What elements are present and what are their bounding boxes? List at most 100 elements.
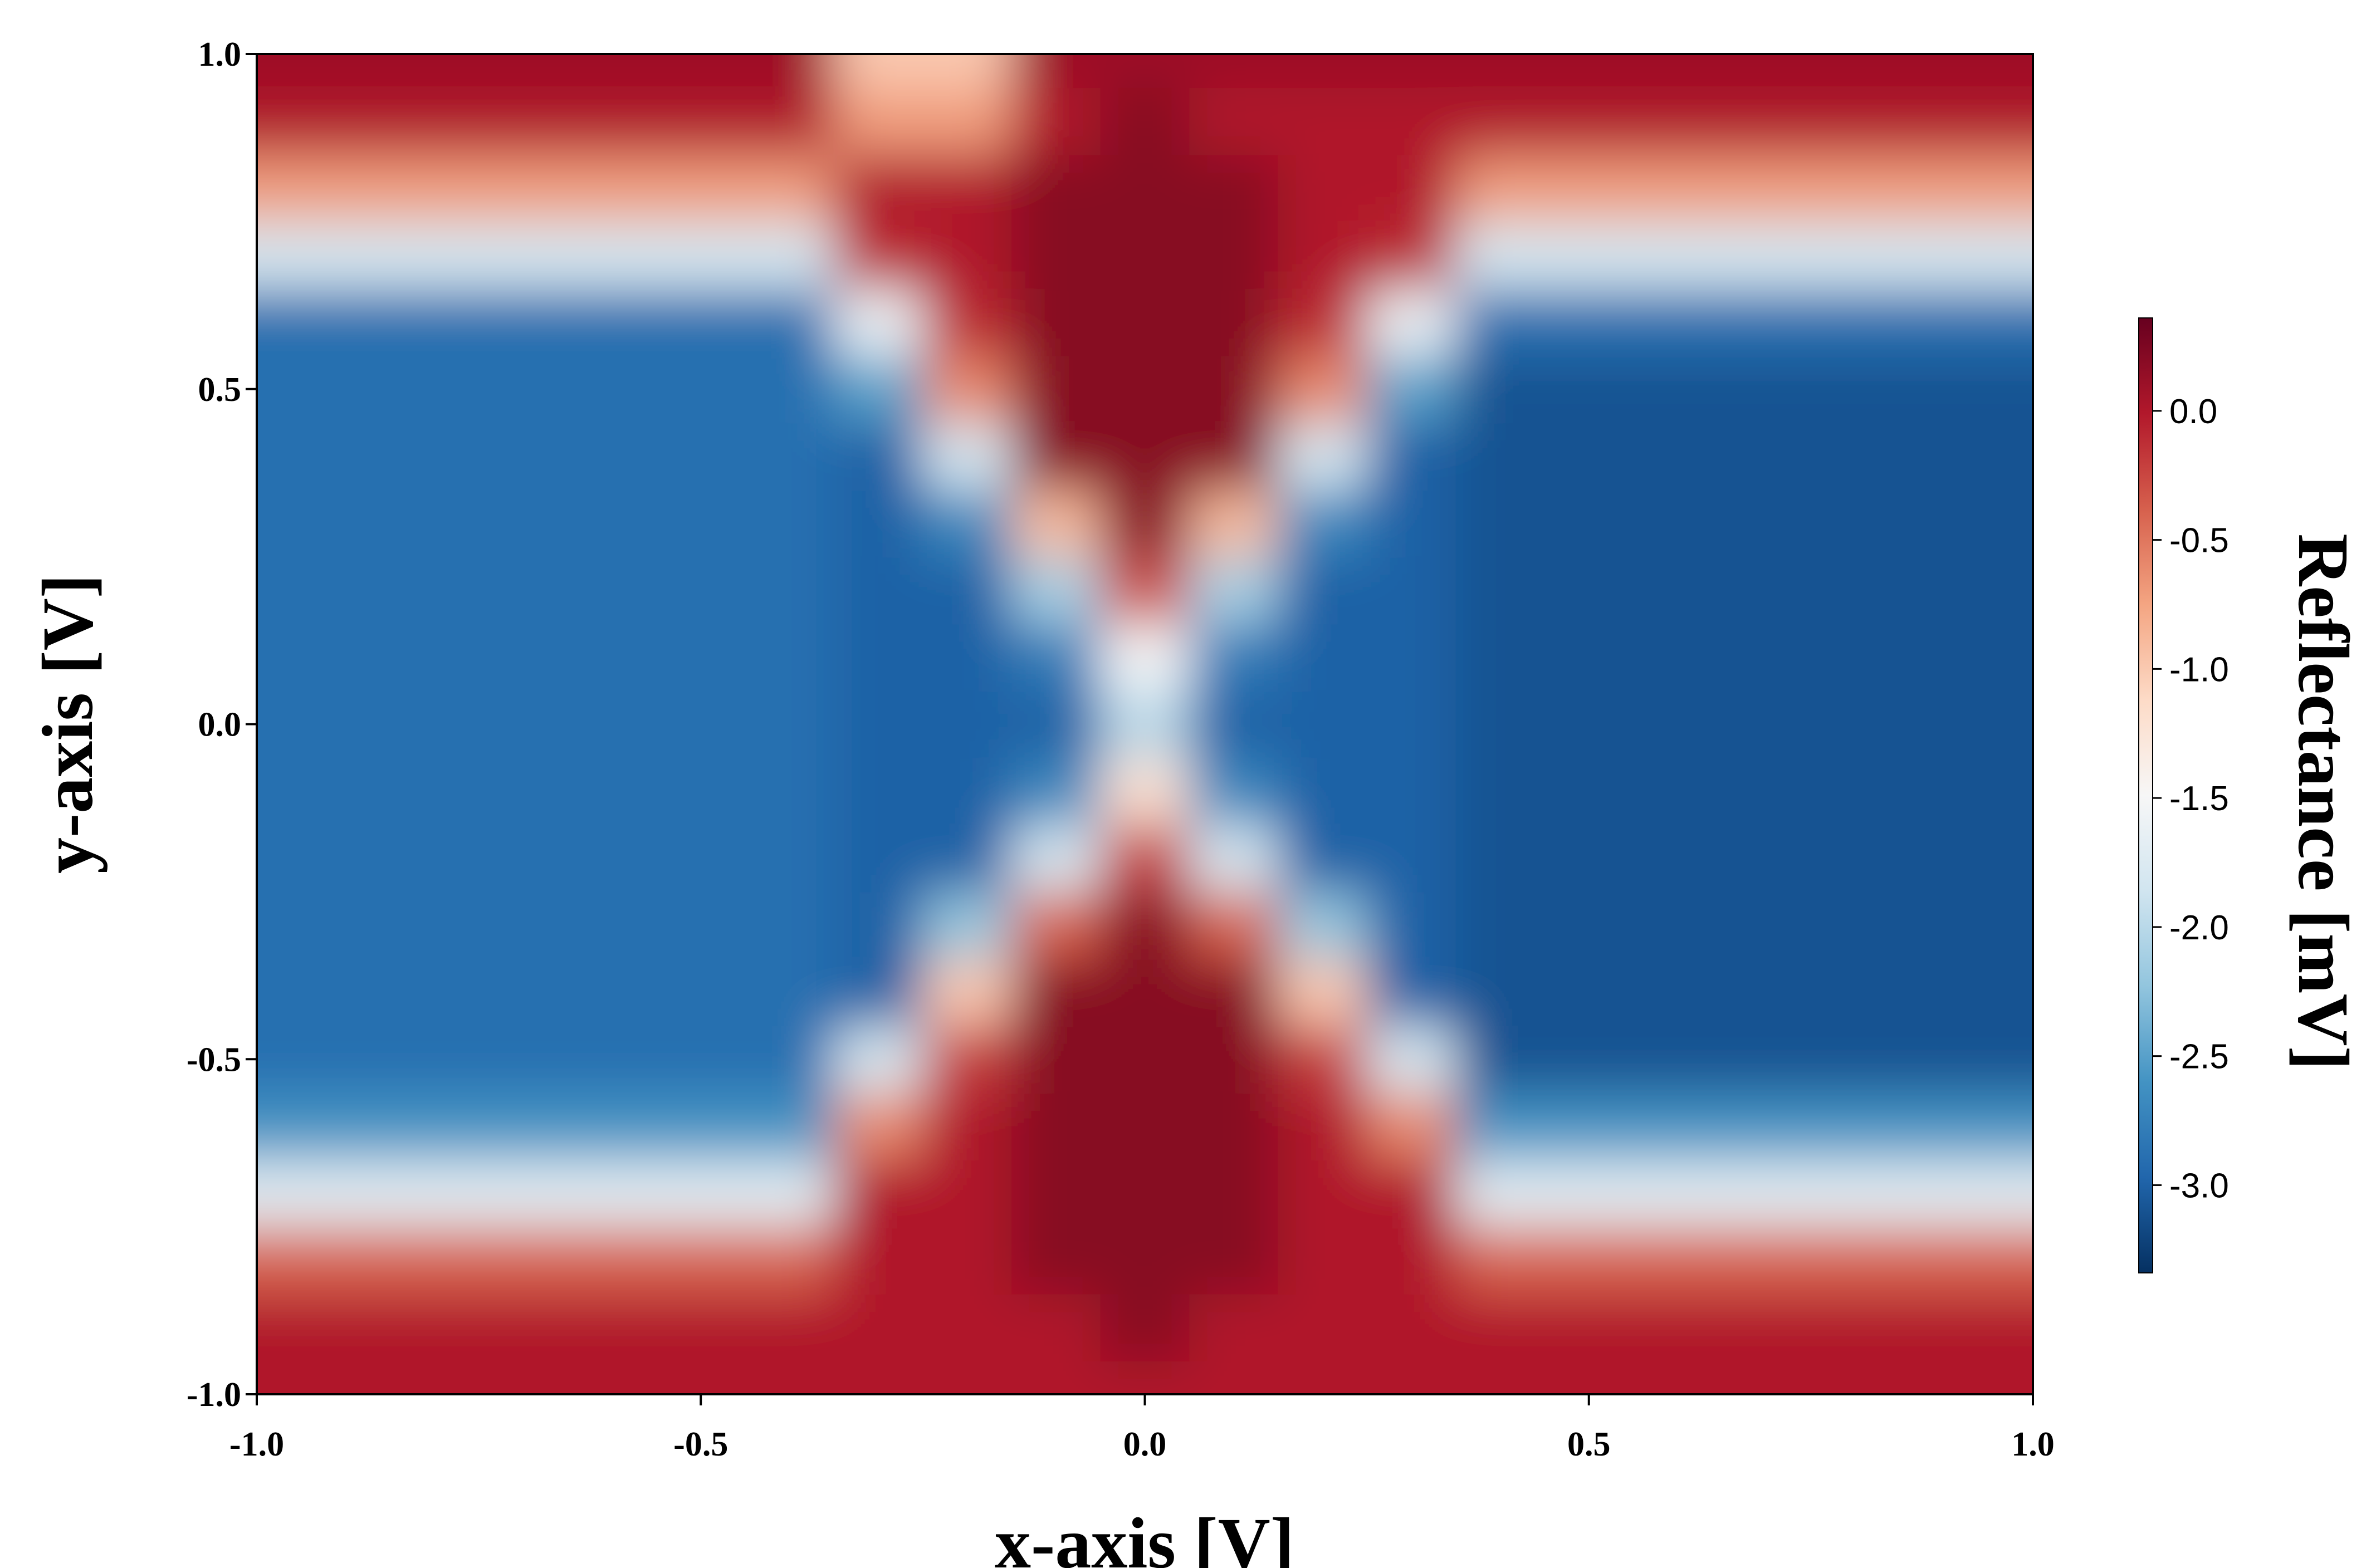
- heatmap-cell: [1811, 355, 1900, 423]
- heatmap-cell: [1811, 623, 1900, 692]
- heatmap-cell: [922, 221, 1013, 290]
- heatmap-cell: [1633, 288, 1723, 356]
- heatmap-cell: [745, 154, 835, 222]
- heatmap-cell: [745, 623, 835, 692]
- heatmap-cell: [1544, 288, 1634, 356]
- heatmap-cell: [568, 1026, 657, 1094]
- heatmap-cell: [656, 891, 746, 959]
- heatmap-cell: [1544, 54, 1634, 89]
- heatmap-cell: [257, 757, 302, 826]
- heatmap-cell: [390, 958, 480, 1027]
- heatmap-cell: [301, 1026, 391, 1094]
- heatmap-cell: [1544, 825, 1634, 893]
- heatmap-cell: [922, 288, 1013, 356]
- heatmap-cell: [1722, 1026, 1812, 1094]
- heatmap-cell: [922, 825, 1013, 893]
- heatmap-cell: [301, 757, 391, 826]
- heatmap-cell: [257, 154, 302, 222]
- heatmap-cell: [1988, 355, 2033, 423]
- heatmap-cell: [1544, 1026, 1634, 1094]
- heatmap-cell: [1189, 1159, 1279, 1228]
- heatmap-cell: [922, 1026, 1013, 1094]
- heatmap-cell: [390, 825, 480, 893]
- heatmap-cell: [1899, 489, 1989, 557]
- heatmap-cell: [568, 288, 657, 356]
- heatmap-cell: [1899, 690, 1989, 758]
- heatmap-cell: [1811, 422, 1900, 491]
- heatmap-cell: [1544, 355, 1634, 423]
- heatmap-cell: [1100, 1026, 1190, 1094]
- heatmap-cell: [1899, 825, 1989, 893]
- heatmap-cell: [478, 1293, 569, 1361]
- heatmap-cell: [568, 757, 657, 826]
- heatmap-cell: [1633, 1360, 1723, 1394]
- heatmap-cell: [257, 1227, 302, 1295]
- heatmap-cell: [1011, 154, 1101, 222]
- heatmap-cell: [1100, 556, 1190, 624]
- heatmap-cell: [1367, 1159, 1456, 1228]
- heatmap-cell: [656, 690, 746, 758]
- heatmap-cell: [1278, 1227, 1368, 1295]
- heatmap-cell: [1633, 87, 1723, 155]
- heatmap-cell: [1544, 87, 1634, 155]
- heatmap-cell: [656, 1159, 746, 1228]
- heatmap-cell: [257, 1360, 302, 1394]
- heatmap-cell: [301, 1227, 391, 1295]
- heatmap-cell: [257, 825, 302, 893]
- heatmap-cell: [1367, 1026, 1456, 1094]
- heatmap-cell: [1455, 958, 1546, 1027]
- heatmap-cell: [1811, 757, 1900, 826]
- x-tick-label: -1.0: [229, 1425, 284, 1463]
- heatmap-cell: [301, 54, 391, 89]
- heatmap-cell: [1811, 54, 1900, 89]
- heatmap-cell: [1189, 1026, 1279, 1094]
- heatmap-cell: [1011, 54, 1101, 89]
- heatmap-cell: [1722, 1227, 1812, 1295]
- heatmap-cell: [656, 1293, 746, 1361]
- heatmap-cell: [1278, 757, 1368, 826]
- heatmap-cell: [1189, 288, 1279, 356]
- heatmap-cell: [1633, 54, 1723, 89]
- heatmap-cell: [1100, 221, 1190, 290]
- heatmap-cell: [1189, 87, 1279, 155]
- heatmap-cell: [1367, 154, 1456, 222]
- heatmap-cell: [1988, 288, 2033, 356]
- colorbar: [2138, 317, 2153, 1273]
- heatmap-cell: [1278, 154, 1368, 222]
- heatmap-cell: [1988, 690, 2033, 758]
- heatmap-cell: [1899, 623, 1989, 692]
- heatmap-cell: [1988, 1159, 2033, 1228]
- heatmap-cell: [1011, 1159, 1101, 1228]
- heatmap-cell: [1278, 422, 1368, 491]
- heatmap-cell: [390, 422, 480, 491]
- heatmap-cell: [1633, 1227, 1723, 1295]
- heatmap-cell: [1988, 154, 2033, 222]
- heatmap-cell: [1988, 1227, 2033, 1295]
- heatmap-cell: [834, 556, 923, 624]
- heatmap-cell: [478, 690, 569, 758]
- heatmap-cell: [257, 422, 302, 491]
- heatmap-cell: [834, 757, 923, 826]
- heatmap-cell: [1811, 1227, 1900, 1295]
- heatmap-cell: [1722, 1293, 1812, 1361]
- heatmap-cell: [1455, 87, 1546, 155]
- heatmap-cell: [1455, 623, 1546, 692]
- heatmap-cell: [745, 757, 835, 826]
- heatmap-cell: [1899, 1293, 1989, 1361]
- heatmap-cell: [301, 87, 391, 155]
- heatmap-cell: [478, 825, 569, 893]
- heatmap-cell: [1722, 54, 1812, 89]
- heatmap-cell: [568, 422, 657, 491]
- heatmap-cell: [1100, 489, 1190, 557]
- y-tick-label: 0.0: [198, 706, 242, 744]
- heatmap-cell: [834, 825, 923, 893]
- heatmap-cell: [568, 623, 657, 692]
- heatmap-cell: [1722, 1092, 1812, 1160]
- heatmap-cell: [390, 489, 480, 557]
- heatmap-cell: [390, 1360, 480, 1394]
- heatmap-cell: [1455, 891, 1546, 959]
- heatmap-cell: [1278, 623, 1368, 692]
- heatmap-cell: [745, 891, 835, 959]
- heatmap-cell: [1544, 556, 1634, 624]
